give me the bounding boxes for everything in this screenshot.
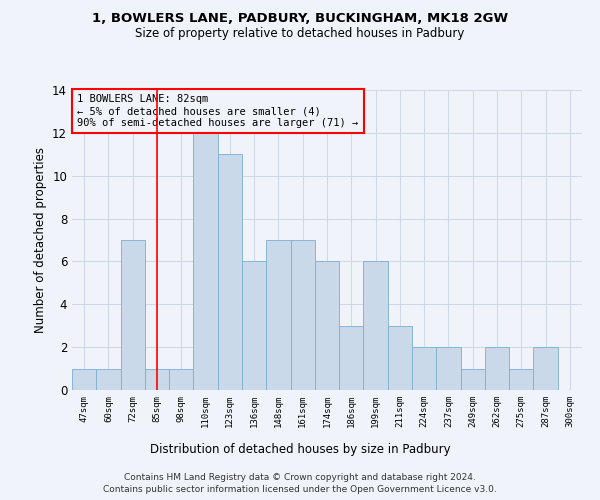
Y-axis label: Number of detached properties: Number of detached properties <box>34 147 47 333</box>
Bar <box>96 368 121 390</box>
Text: 1, BOWLERS LANE, PADBURY, BUCKINGHAM, MK18 2GW: 1, BOWLERS LANE, PADBURY, BUCKINGHAM, MK… <box>92 12 508 26</box>
Bar <box>145 368 169 390</box>
Text: Contains HM Land Registry data © Crown copyright and database right 2024.: Contains HM Land Registry data © Crown c… <box>124 472 476 482</box>
Bar <box>315 262 339 390</box>
Bar <box>364 262 388 390</box>
Bar <box>412 347 436 390</box>
Bar <box>436 347 461 390</box>
Text: Contains public sector information licensed under the Open Government Licence v3: Contains public sector information licen… <box>103 485 497 494</box>
Bar <box>121 240 145 390</box>
Text: Distribution of detached houses by size in Padbury: Distribution of detached houses by size … <box>149 442 451 456</box>
Bar <box>339 326 364 390</box>
Text: Size of property relative to detached houses in Padbury: Size of property relative to detached ho… <box>136 28 464 40</box>
Bar <box>509 368 533 390</box>
Bar <box>461 368 485 390</box>
Bar <box>193 133 218 390</box>
Bar <box>533 347 558 390</box>
Text: 1 BOWLERS LANE: 82sqm
← 5% of detached houses are smaller (4)
90% of semi-detach: 1 BOWLERS LANE: 82sqm ← 5% of detached h… <box>77 94 358 128</box>
Bar <box>266 240 290 390</box>
Bar <box>388 326 412 390</box>
Bar <box>169 368 193 390</box>
Bar <box>485 347 509 390</box>
Bar <box>72 368 96 390</box>
Bar <box>242 262 266 390</box>
Bar <box>290 240 315 390</box>
Bar <box>218 154 242 390</box>
